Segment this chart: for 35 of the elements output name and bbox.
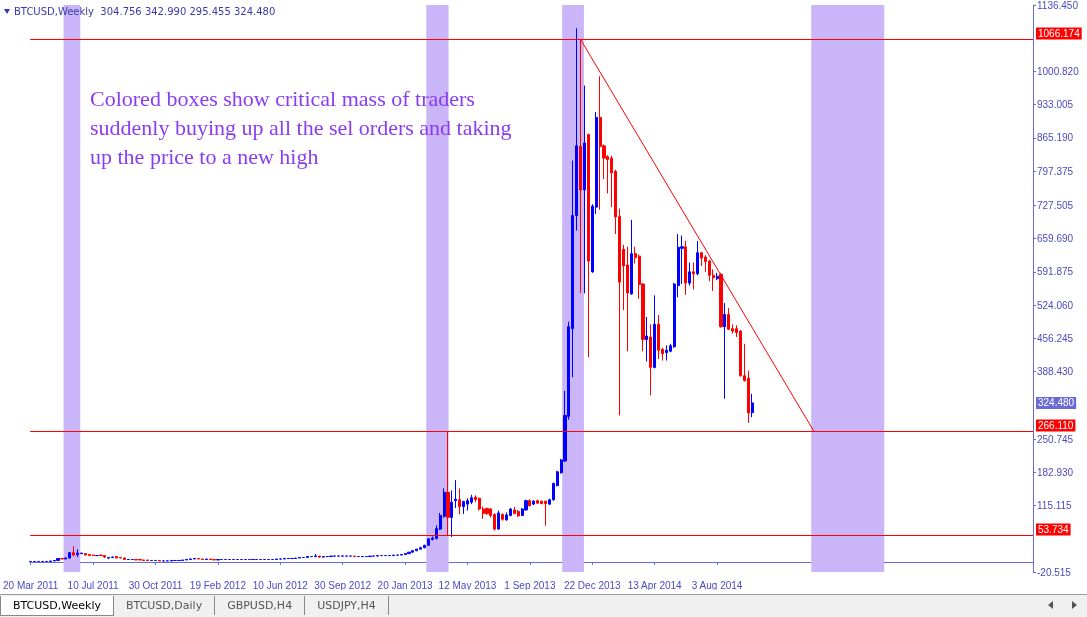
y-tick-label: 524.060 [1037, 299, 1074, 311]
x-tick-label: 19 Feb 2012 [189, 579, 247, 591]
y-tick-label: 1000.820 [1037, 65, 1080, 77]
text: BTCUSD,Daily [114, 596, 216, 615]
y-tick-label: 182.930 [1037, 466, 1074, 478]
y-tick-label: 115.115 [1037, 500, 1073, 512]
y-tick-label: 659.690 [1037, 233, 1074, 245]
y-tick-label: 591.875 [1037, 266, 1074, 278]
y-tick-label: 456.245 [1037, 332, 1074, 344]
y-tick-label: 250.745 [1037, 433, 1074, 445]
y-tick-label: 865.190 [1037, 132, 1074, 144]
y-tick-label: -20.515 [1037, 566, 1072, 578]
y-tick-label: 1136.450 [1037, 0, 1079, 11]
ref-line-label: 1066.174 [1038, 27, 1081, 39]
x-tick-label: 20 Mar 2011 [3, 579, 59, 591]
x-tick-label: 30 Sep 2012 [314, 579, 372, 591]
x-tick-label: 13 Apr 2014 [627, 579, 683, 591]
text: USDJPY,H4 [305, 596, 389, 615]
x-tick-label: 10 Jul 2011 [67, 579, 120, 591]
y-tick-label: 727.505 [1037, 199, 1074, 211]
x-tick-label: 10 Jun 2012 [252, 579, 309, 591]
y-tick-label: 933.005 [1037, 99, 1074, 111]
ref-line-label: 266.110 [1038, 420, 1074, 432]
x-tick-label: 22 Dec 2013 [563, 579, 622, 591]
y-tick-label: 797.375 [1037, 165, 1074, 177]
y-tick-label: 388.430 [1037, 366, 1074, 378]
ref-line-label: 53.734 [1038, 524, 1070, 536]
chart-title: BTCUSD,Weekly 304.756 342.990 295.455 324.480 [14, 6, 276, 17]
text: GBPUSD,H4 [215, 596, 306, 615]
x-tick-label: 12 May 2013 [438, 579, 497, 591]
text: 324.480 [1038, 397, 1075, 409]
x-tick-label: 3 Aug 2014 [691, 579, 743, 591]
x-tick-label: 20 Jan 2013 [377, 579, 434, 591]
x-tick-label: 1 Sep 2013 [504, 579, 556, 591]
x-tick-label: 30 Oct 2011 [128, 579, 183, 591]
